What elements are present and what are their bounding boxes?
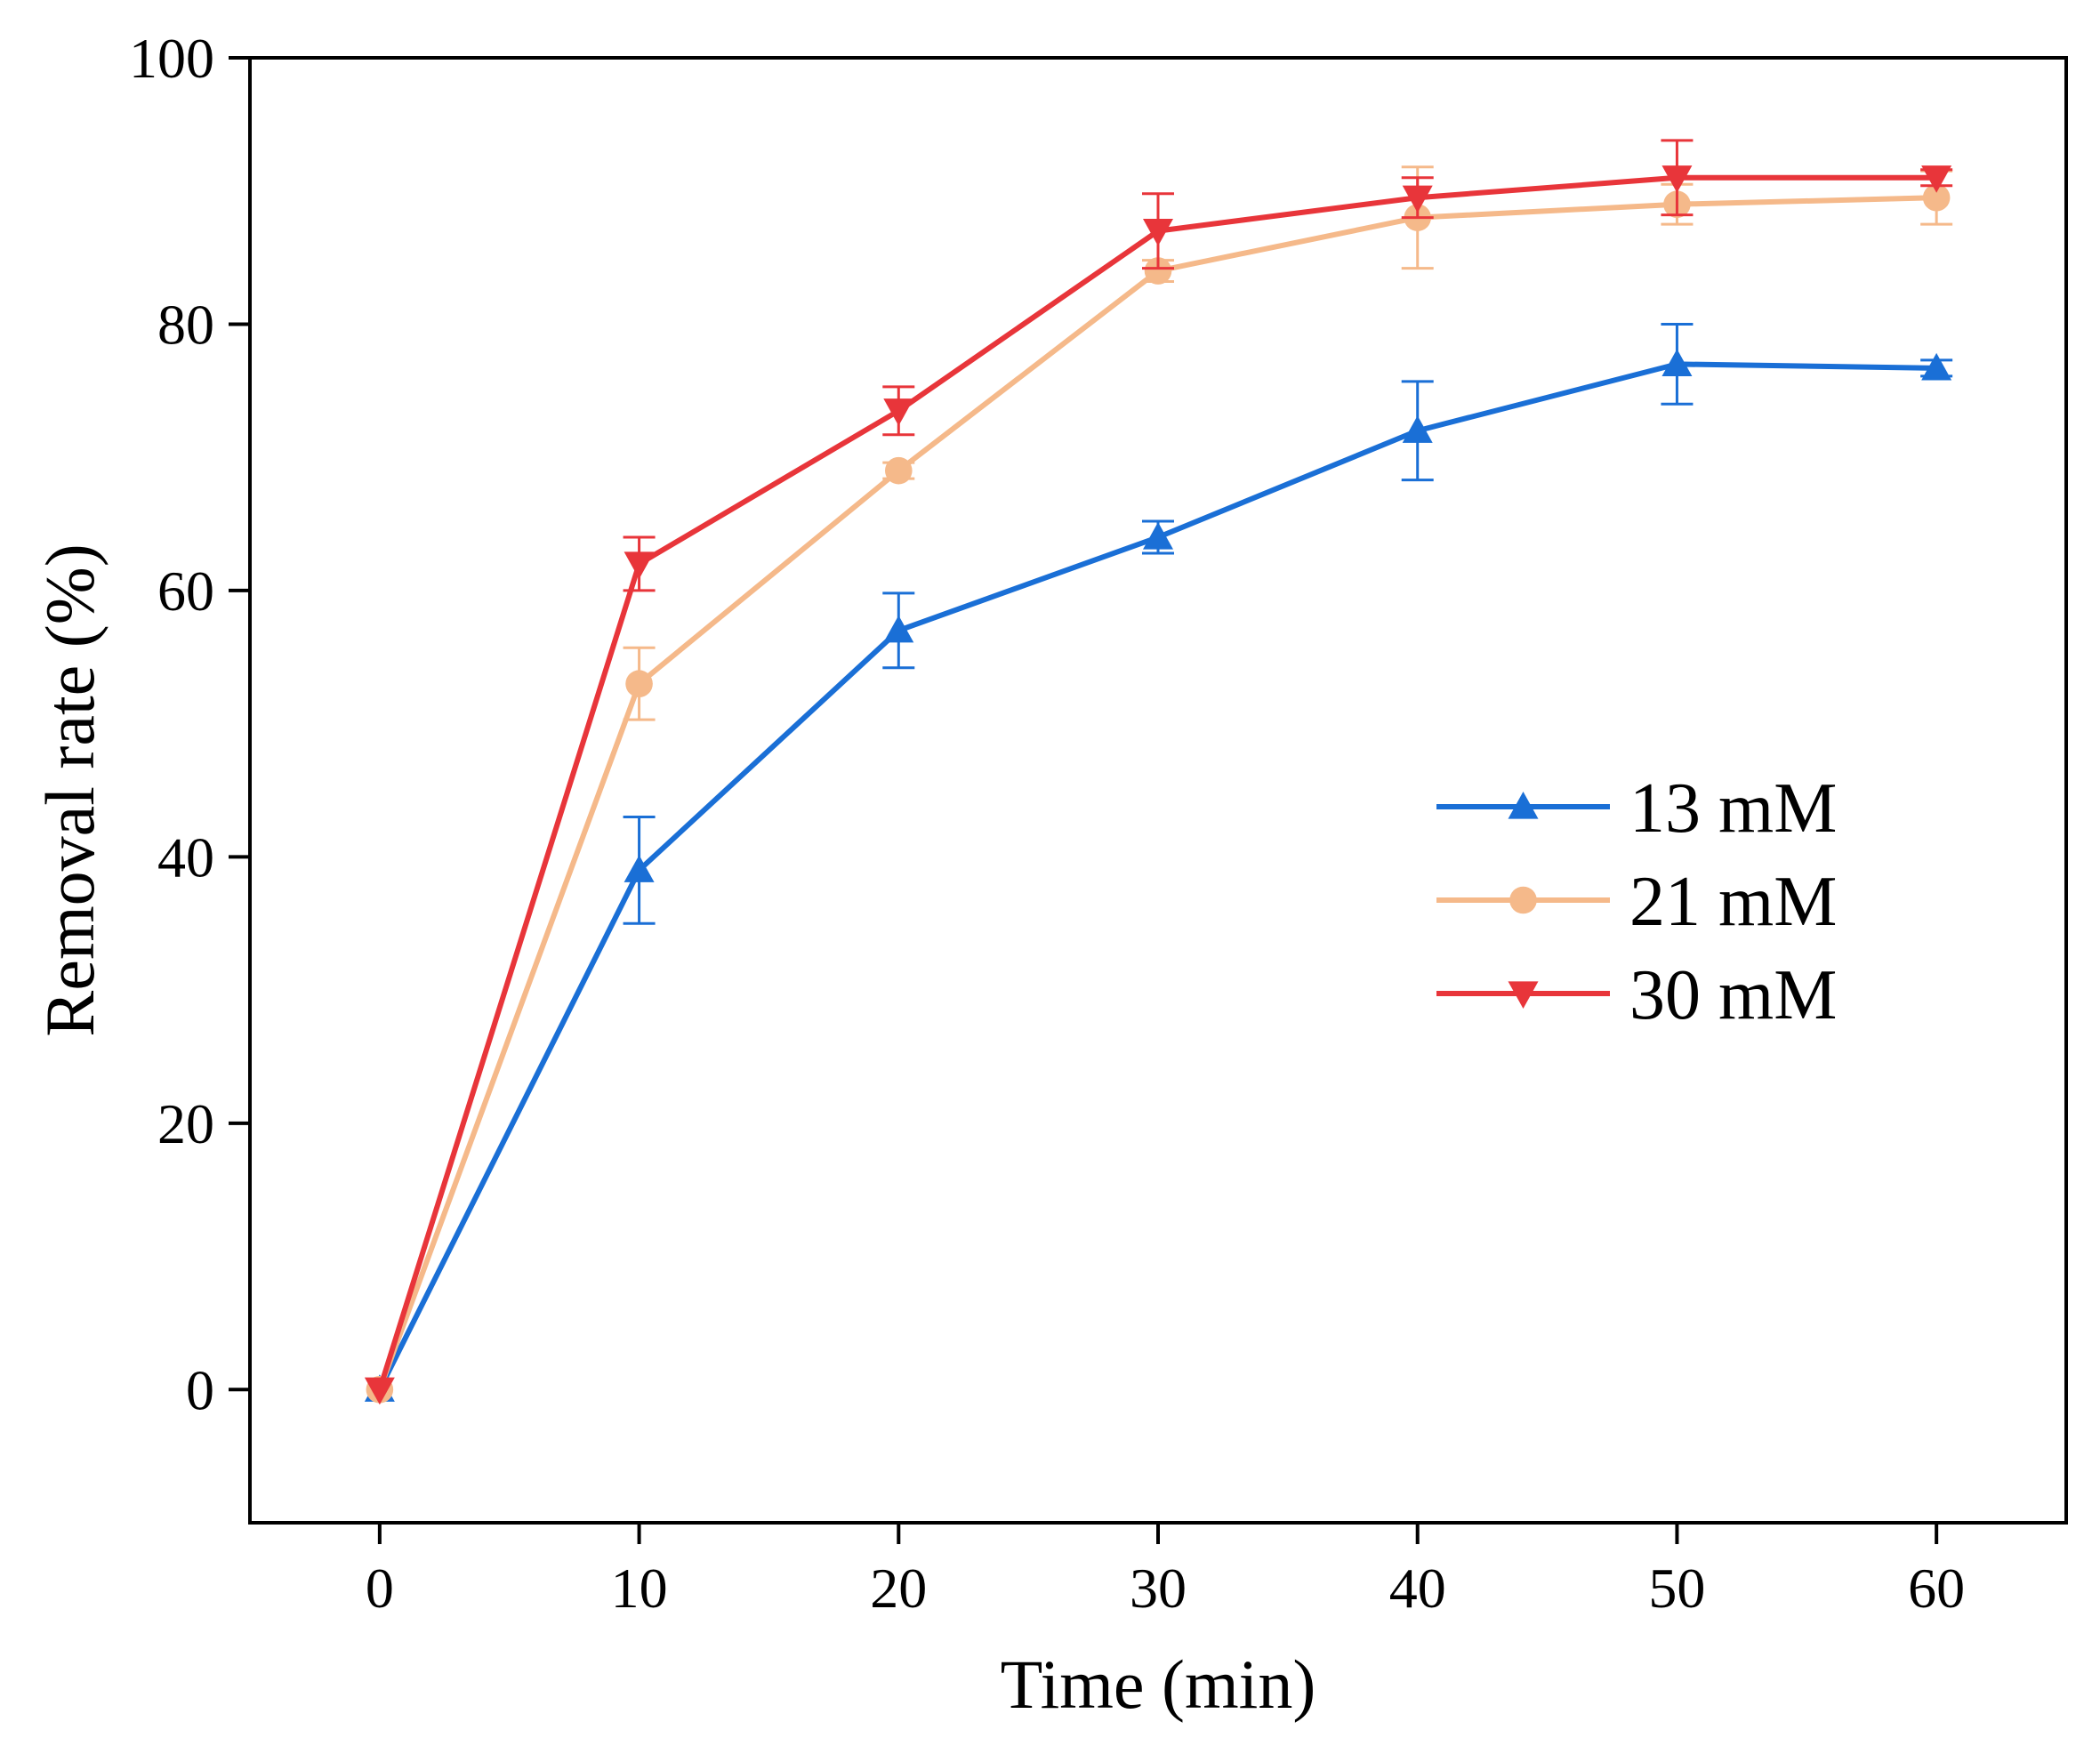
y-tick-label: 20 — [157, 1092, 214, 1155]
y-tick-label: 100 — [129, 27, 214, 90]
series-30-mm — [364, 139, 1953, 1405]
data-point — [1402, 415, 1433, 443]
legend-item: 30 mM — [1436, 956, 1837, 1034]
data-point — [1143, 522, 1173, 550]
y-tick-label: 80 — [157, 293, 214, 356]
plot-frame — [248, 56, 2068, 1525]
data-point — [624, 855, 655, 882]
data-point — [1144, 257, 1172, 285]
data-point — [625, 670, 653, 698]
data-point — [1661, 165, 1693, 193]
axes-layer: 0 10 20 30 40 50 60 0 20 40 60 80 100 — [129, 27, 1965, 1620]
x-axis-title: Time (min) — [1001, 1645, 1316, 1723]
x-tick-label: 20 — [870, 1557, 927, 1620]
y-tick-label: 40 — [157, 825, 214, 889]
legend: 13 mM 21 mM 30 mM — [1436, 769, 1837, 1034]
data-point — [884, 456, 913, 485]
legend-marker — [1508, 792, 1539, 819]
x-tick-label: 40 — [1389, 1557, 1446, 1620]
data-point — [364, 1377, 395, 1405]
legend-item: 13 mM — [1436, 769, 1837, 848]
data-point — [624, 551, 655, 579]
y-tick-label: 60 — [157, 559, 214, 623]
x-tick-label: 0 — [366, 1557, 394, 1620]
x-tick-label: 10 — [611, 1557, 668, 1620]
data-point — [1921, 165, 1952, 193]
x-tick-label: 60 — [1908, 1557, 1965, 1620]
legend-label: 13 mM — [1629, 769, 1837, 848]
data-point — [1661, 349, 1693, 376]
y-axis-title: Removal rate (%) — [31, 543, 109, 1036]
data-point — [1143, 219, 1173, 246]
data-point — [883, 615, 914, 643]
x-tick-label: 30 — [1130, 1557, 1187, 1620]
data-point — [1921, 352, 1952, 381]
legend-marker — [1508, 981, 1539, 1009]
data-point — [1922, 183, 1951, 212]
legend-label: 21 mM — [1629, 863, 1837, 941]
data-point — [883, 398, 914, 426]
y-tick-label: 0 — [186, 1358, 214, 1421]
legend-marker — [1509, 886, 1537, 914]
legend-item: 21 mM — [1436, 863, 1837, 941]
legend-label: 30 mM — [1629, 956, 1837, 1034]
x-tick-label: 50 — [1648, 1557, 1705, 1620]
data-point — [1402, 185, 1433, 213]
series-layer — [364, 139, 1953, 1405]
